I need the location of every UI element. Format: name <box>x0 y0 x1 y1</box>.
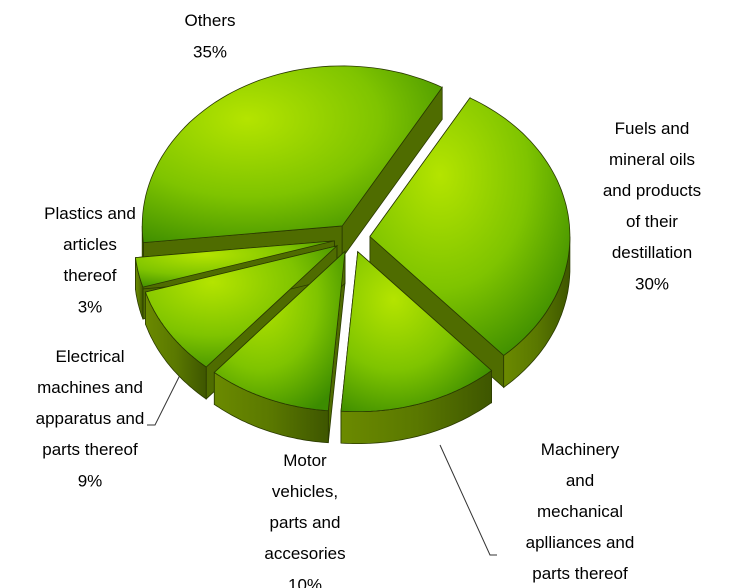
slice-label: Plastics and articles thereof <box>44 204 136 285</box>
slice-top <box>369 97 571 356</box>
slice-label: Motor vehicles, parts and accesories <box>264 451 345 563</box>
slice-label: Others <box>184 11 235 30</box>
leader-line <box>147 374 181 426</box>
slice-top <box>340 250 493 412</box>
slice-top <box>135 240 335 288</box>
pie-slice <box>340 250 493 444</box>
slice-top <box>144 245 339 368</box>
slice-label: Fuels and mineral oils and products of thei… <box>603 119 701 262</box>
value-label: 30% <box>635 274 669 293</box>
slice-label: Electrical machines and apparatus and parts… <box>36 347 145 459</box>
value-label: 9% <box>78 471 103 490</box>
pie-slice <box>213 250 346 444</box>
pie-slice <box>369 96 571 389</box>
leader-line <box>439 444 497 556</box>
value-label: 3% <box>78 297 103 316</box>
value-label: 35% <box>193 42 227 61</box>
slice-label: Machinery and mechanical aplliances and part… <box>526 440 635 583</box>
slice-top <box>213 250 346 412</box>
slice-top <box>141 65 443 244</box>
value-label: 10% <box>288 575 322 588</box>
